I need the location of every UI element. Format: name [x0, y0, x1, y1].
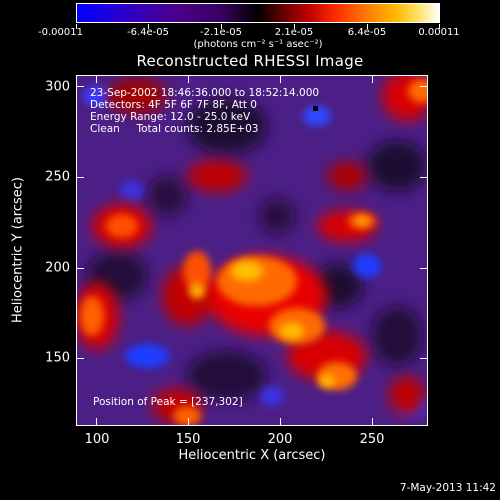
x-tick-label: 200	[267, 432, 293, 447]
colorbar-unit-label: (photons cm⁻² s⁻¹ asec⁻²)	[193, 39, 323, 50]
y-axis-tick	[420, 177, 428, 178]
x-axis-tick	[280, 75, 281, 83]
y-axis-tick	[76, 177, 84, 178]
colorbar-tick-label: 6.4e-05	[347, 27, 387, 38]
colorbar-gradient	[77, 4, 439, 22]
y-axis-tick	[420, 268, 428, 269]
detectors-text: Detectors: 4F 5F 6F 7F 8F, Att 0	[90, 99, 257, 111]
y-axis-tick	[420, 358, 428, 359]
y-axis-tick	[420, 86, 428, 87]
colorbar-tick	[294, 24, 295, 29]
image-plot: 23-Sep-2002 18:46:36.000 to 18:52:14.000…	[76, 75, 428, 426]
y-axis-tick	[76, 358, 84, 359]
colorbar-tick	[148, 24, 149, 29]
x-axis-tick	[372, 418, 373, 426]
x-tick-label: 150	[175, 432, 201, 447]
x-tick-label: 100	[84, 432, 110, 447]
x-axis-tick	[280, 418, 281, 426]
colorbar-tick-label: -0.00011	[38, 27, 83, 38]
time-range-text: 23-Sep-2002 18:46:36.000 to 18:52:14.000	[90, 87, 320, 99]
colorbar	[76, 3, 440, 23]
y-axis-tick	[76, 268, 84, 269]
colorbar-tick-label: 0.00011	[418, 27, 460, 38]
colorbar-tick-label: -2.1e-05	[200, 27, 242, 38]
colorbar-tick	[221, 24, 222, 29]
x-axis-label: Heliocentric X (arcsec)	[178, 448, 326, 463]
image-title: Reconstructed RHESSI Image	[136, 52, 364, 70]
method-counts-text: Clean Total counts: 2.85E+03	[90, 123, 259, 135]
x-axis-tick	[372, 75, 373, 83]
colorbar-tick-label: -6.4e-05	[127, 27, 169, 38]
peak-marker	[313, 106, 318, 111]
y-axis-tick	[76, 86, 84, 87]
x-axis-tick	[96, 418, 97, 426]
y-tick-label: 200	[45, 260, 70, 276]
colorbar-tick	[367, 24, 368, 29]
x-axis-tick	[96, 75, 97, 83]
y-axis-label: Heliocentric Y (arcsec)	[10, 177, 26, 323]
y-tick-label: 150	[45, 350, 70, 366]
x-tick-label: 250	[359, 432, 385, 447]
energy-range-text: Energy Range: 12.0 - 25.0 keV	[90, 111, 251, 123]
colorbar-tick	[76, 24, 77, 29]
y-tick-label: 300	[45, 79, 70, 95]
x-axis-tick	[188, 75, 189, 83]
x-axis-tick	[188, 418, 189, 426]
colorbar-tick-label: 2.1e-05	[274, 27, 314, 38]
colorbar-tick	[439, 24, 440, 29]
peak-position-text: Position of Peak = [237,302]	[93, 396, 243, 408]
intensity-map	[77, 76, 427, 425]
y-tick-label: 250	[45, 169, 70, 185]
timestamp: 7-May-2013 11:42	[399, 482, 496, 494]
